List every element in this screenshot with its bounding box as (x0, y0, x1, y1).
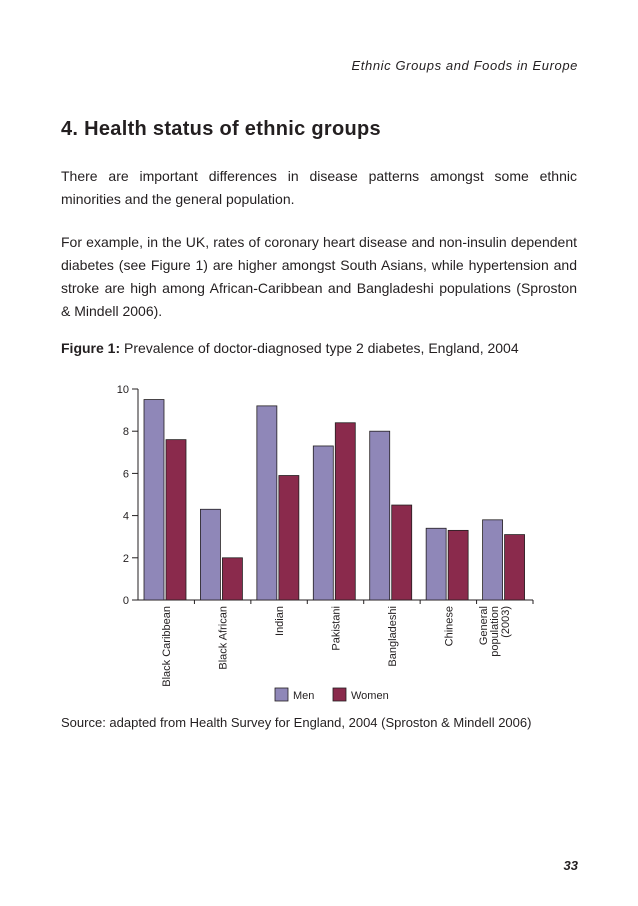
intro-paragraph: There are important differences in disea… (61, 168, 577, 207)
y-tick-label: 0 (123, 595, 129, 607)
section-title: 4. Health status of ethnic groups (61, 118, 381, 140)
figure-caption-text: Prevalence of doctor-diagnosed type 2 di… (124, 340, 519, 356)
legend-swatch-women (332, 687, 347, 702)
y-tick-label: 6 (123, 468, 129, 480)
x-category-label: Bangladeshi (387, 606, 399, 667)
example-paragraph: For example, in the UK, rates of coronar… (61, 234, 577, 319)
figure-caption: Figure 1: Prevalence of doctor-diagnosed… (61, 340, 519, 356)
x-category-label: Pakistani (331, 606, 343, 651)
bar-men (312, 445, 334, 601)
bar-men (482, 519, 503, 601)
page-number: 33 (563, 858, 578, 873)
bar-men (143, 399, 165, 601)
y-tick-label: 2 (123, 553, 129, 565)
bar-women (334, 422, 356, 601)
figure-source: Source: adapted from Health Survey for E… (61, 715, 532, 730)
bar-men (256, 405, 278, 601)
x-category-label: General (478, 606, 490, 645)
legend-swatch-men (274, 687, 289, 702)
x-category-label: Black African (218, 606, 230, 670)
x-category-label: population (489, 606, 501, 657)
y-tick-label: 10 (117, 384, 129, 396)
bar-women (278, 475, 300, 601)
bar-women (165, 439, 187, 601)
legend-label-men: Men (293, 690, 314, 702)
x-category-label: Indian (274, 606, 286, 636)
bar-women (504, 534, 525, 601)
x-category-label: Chinese (443, 606, 455, 646)
bar-men (200, 508, 221, 601)
bar-men (425, 527, 447, 601)
figure-label: Figure 1: (61, 340, 121, 356)
x-category-label: (2003) (500, 606, 512, 638)
y-tick-label: 8 (123, 426, 129, 438)
bar-women (447, 529, 469, 601)
legend-label-women: Women (351, 690, 389, 702)
x-category-label: Black Caribbean (161, 606, 173, 687)
bar-men (369, 430, 391, 601)
bar-women (222, 557, 243, 601)
y-tick-label: 4 (123, 511, 129, 523)
running-header: Ethnic Groups and Foods in Europe (351, 58, 578, 73)
bar-women (391, 504, 413, 601)
